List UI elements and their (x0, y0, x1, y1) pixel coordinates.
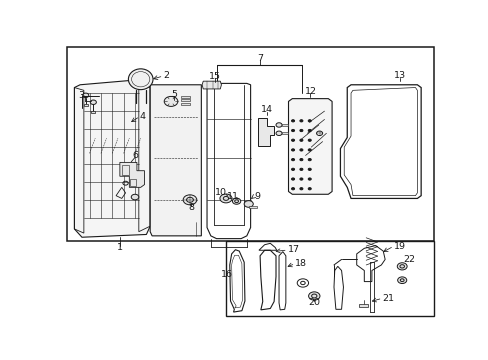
Circle shape (397, 277, 406, 284)
Bar (282, 132, 287, 134)
Circle shape (183, 195, 196, 205)
Bar (249, 206, 257, 208)
Bar (180, 103, 189, 105)
Text: 11: 11 (226, 192, 238, 201)
Bar (91, 111, 95, 113)
Circle shape (307, 188, 311, 190)
Text: 1: 1 (117, 243, 122, 252)
Text: 19: 19 (393, 242, 405, 251)
Bar (180, 99, 189, 102)
Text: 8: 8 (188, 203, 194, 212)
Text: 22: 22 (403, 256, 415, 265)
Text: 6: 6 (132, 151, 138, 160)
Circle shape (291, 168, 294, 170)
Circle shape (307, 120, 311, 122)
Circle shape (291, 139, 294, 141)
Text: 10: 10 (215, 188, 226, 197)
Circle shape (307, 129, 311, 132)
Circle shape (307, 149, 311, 151)
Bar (84, 104, 87, 107)
Circle shape (307, 168, 311, 170)
Polygon shape (120, 162, 144, 187)
Circle shape (299, 168, 302, 170)
Circle shape (299, 158, 302, 161)
Circle shape (82, 93, 89, 98)
Text: 17: 17 (287, 246, 299, 255)
Text: 9: 9 (254, 192, 260, 201)
Text: 14: 14 (261, 105, 272, 114)
Text: 4: 4 (140, 112, 145, 121)
Bar (122, 165, 128, 175)
Polygon shape (202, 81, 221, 89)
Text: 16: 16 (220, 270, 232, 279)
Polygon shape (150, 85, 201, 236)
Polygon shape (74, 79, 150, 237)
Text: 12: 12 (304, 87, 316, 96)
Text: 3: 3 (78, 91, 84, 100)
Text: 5: 5 (171, 90, 177, 99)
Circle shape (291, 158, 294, 161)
Circle shape (291, 129, 294, 132)
Text: 21: 21 (382, 294, 394, 303)
Circle shape (308, 292, 319, 300)
Circle shape (299, 139, 302, 141)
Bar (359, 304, 367, 307)
Circle shape (232, 198, 240, 204)
Bar (225, 242, 433, 316)
Text: 2: 2 (163, 71, 169, 80)
Text: 13: 13 (393, 71, 406, 80)
Circle shape (291, 120, 294, 122)
Circle shape (220, 194, 232, 203)
Circle shape (275, 123, 282, 127)
Circle shape (291, 188, 294, 190)
Circle shape (275, 131, 282, 135)
Circle shape (299, 120, 302, 122)
Circle shape (299, 149, 302, 151)
Circle shape (396, 263, 407, 270)
Circle shape (307, 178, 311, 180)
Text: 18: 18 (295, 259, 306, 268)
Circle shape (299, 178, 302, 180)
Circle shape (244, 201, 253, 207)
Circle shape (307, 158, 311, 161)
Polygon shape (258, 118, 274, 146)
Circle shape (291, 149, 294, 151)
Circle shape (299, 129, 302, 132)
Bar (180, 96, 189, 98)
Bar (130, 179, 136, 186)
Bar (282, 124, 287, 126)
Circle shape (131, 194, 139, 200)
Circle shape (90, 100, 96, 104)
Circle shape (307, 139, 311, 141)
Circle shape (291, 178, 294, 180)
Circle shape (299, 188, 302, 190)
Text: 7: 7 (257, 54, 263, 63)
Text: 20: 20 (307, 298, 320, 307)
Bar (67, 48, 433, 242)
Circle shape (164, 96, 178, 107)
Polygon shape (288, 99, 331, 194)
Text: 15: 15 (208, 72, 220, 81)
Ellipse shape (128, 69, 153, 90)
